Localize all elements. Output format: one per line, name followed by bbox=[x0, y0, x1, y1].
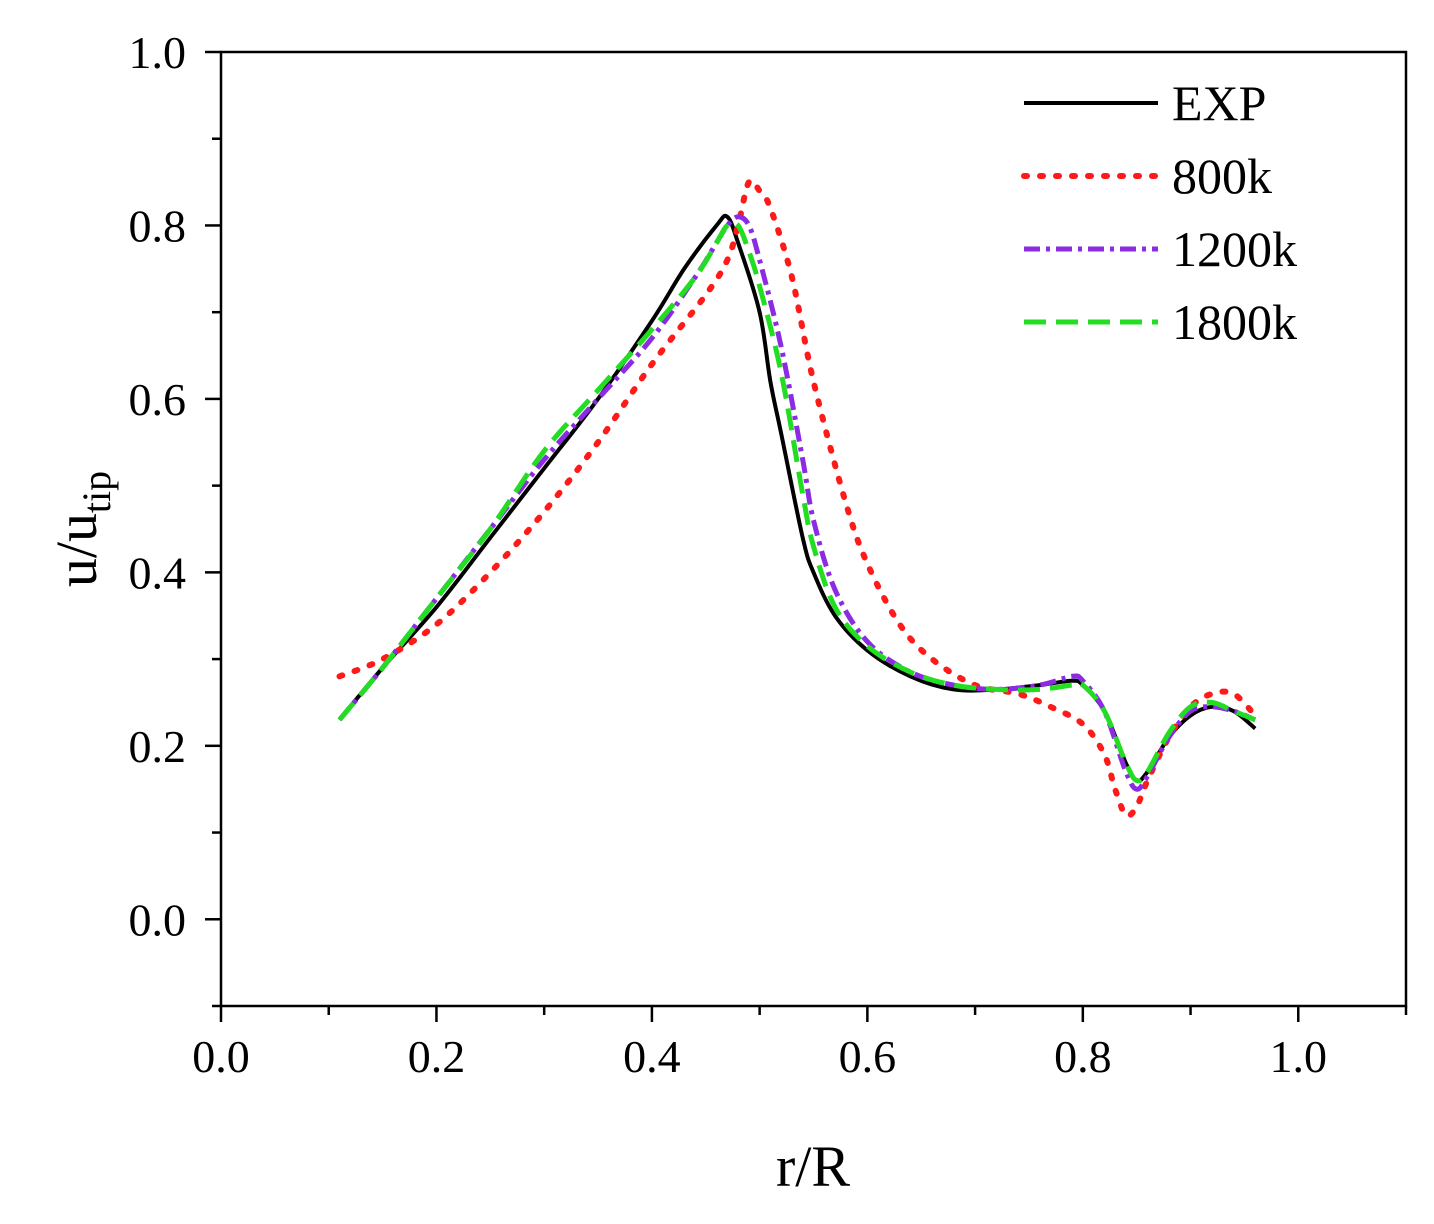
x-tick-label: 0.6 bbox=[839, 1031, 897, 1082]
y-axis-title-subscript: tip bbox=[74, 471, 119, 513]
series-line-1200k bbox=[337, 214, 1257, 792]
plot-frame bbox=[219, 50, 1408, 1008]
y-tick-label: 0.6 bbox=[129, 374, 187, 425]
y-tick-label: 0.8 bbox=[129, 200, 187, 251]
y-tick-label: 0.4 bbox=[129, 547, 187, 598]
x-axis-title: r/R bbox=[776, 1134, 850, 1199]
x-tick-label: 0.8 bbox=[1054, 1031, 1112, 1082]
legend-label-1200k: 1200k bbox=[1172, 221, 1297, 277]
series-line-exp bbox=[337, 213, 1257, 783]
y-tick-label: 0.0 bbox=[129, 894, 187, 945]
series-line-800k bbox=[336, 177, 1259, 819]
legend-label-800k: 800k bbox=[1172, 148, 1272, 204]
x-tick-label: 0.4 bbox=[623, 1031, 681, 1082]
series-lines bbox=[336, 177, 1259, 819]
x-tick-label: 1.0 bbox=[1270, 1031, 1328, 1082]
ticks: 0.0 0.2 0.4 0.6 0.8 1.0 0.0 0.2 0.4 0.6 0.8 1.0 bbox=[129, 27, 1408, 1082]
series-line-1800k bbox=[337, 220, 1257, 784]
legend-label-exp: EXP bbox=[1172, 75, 1266, 131]
legend: EXP 800k 1200k 1800k bbox=[1021, 75, 1297, 350]
y-axis-title-base: u/u bbox=[44, 513, 109, 587]
y-tick-label: 0.2 bbox=[129, 721, 187, 772]
legend-label-1800k: 1800k bbox=[1172, 294, 1297, 350]
y-tick-label: 1.0 bbox=[129, 27, 187, 78]
x-tick-label: 0.2 bbox=[408, 1031, 466, 1082]
y-axis-title: u/utip bbox=[44, 471, 119, 587]
x-tick-label: 0.0 bbox=[192, 1031, 250, 1082]
